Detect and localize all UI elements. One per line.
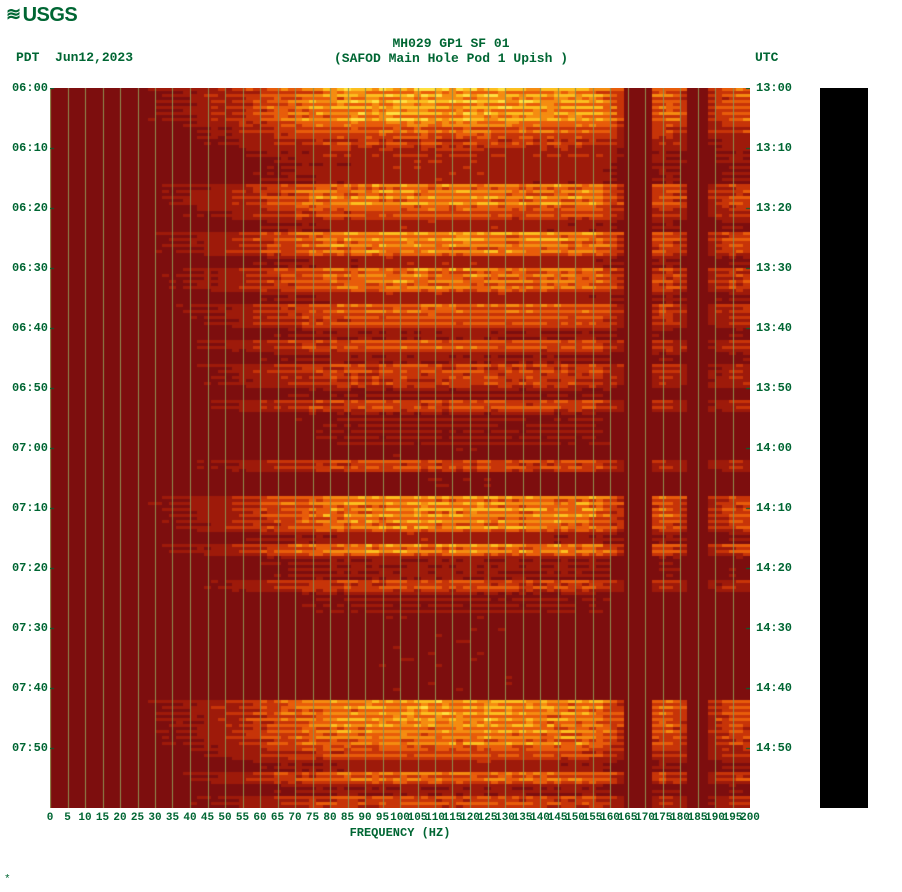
y-left-tick: 07:00 xyxy=(12,442,48,454)
y-left-tick: 06:20 xyxy=(12,202,48,214)
x-tick: 50 xyxy=(218,812,231,824)
y-left-tick: 06:30 xyxy=(12,262,48,274)
x-tick: 80 xyxy=(323,812,336,824)
x-tick: 15 xyxy=(96,812,109,824)
y-left-tick: 06:40 xyxy=(12,322,48,334)
y-right-tick: 13:50 xyxy=(756,382,792,394)
x-tick: 40 xyxy=(183,812,196,824)
x-tick: 45 xyxy=(201,812,214,824)
y-right-tick: 13:20 xyxy=(756,202,792,214)
y-axis-right-utc: 13:0013:1013:2013:3013:4013:5014:0014:10… xyxy=(756,88,800,808)
x-tick: 65 xyxy=(271,812,284,824)
y-right-tick: 14:30 xyxy=(756,622,792,634)
y-left-tick: 06:50 xyxy=(12,382,48,394)
x-tick: 75 xyxy=(306,812,319,824)
left-tz: PDT xyxy=(16,50,39,65)
y-left-tick: 07:50 xyxy=(12,742,48,754)
y-left-tick: 06:00 xyxy=(12,82,48,94)
left-timezone-date: PDT Jun12,2023 xyxy=(16,50,133,65)
y-right-tick: 14:00 xyxy=(756,442,792,454)
y-right-tick: 13:10 xyxy=(756,142,792,154)
usgs-logo-wave-icon: ≋ xyxy=(6,7,21,21)
x-tick: 20 xyxy=(113,812,126,824)
y-left-tick: 06:10 xyxy=(12,142,48,154)
usgs-logo-text: USGS xyxy=(23,4,78,26)
y-left-tick: 07:20 xyxy=(12,562,48,574)
right-timezone: UTC xyxy=(755,50,778,65)
spectrogram-plot xyxy=(50,88,750,808)
x-tick: 90 xyxy=(358,812,371,824)
x-tick: 55 xyxy=(236,812,249,824)
x-tick: 0 xyxy=(47,812,54,824)
y-axis-left-pdt: 06:0006:1006:2006:3006:4006:5007:0007:10… xyxy=(8,88,48,808)
date-label: Jun12,2023 xyxy=(55,50,133,65)
x-axis-title: FREQUENCY (HZ) xyxy=(50,826,750,840)
x-tick: 5 xyxy=(64,812,71,824)
colorbar xyxy=(820,88,868,808)
x-tick: 85 xyxy=(341,812,354,824)
x-tick: 200 xyxy=(740,812,760,824)
x-tick: 70 xyxy=(288,812,301,824)
x-tick: 10 xyxy=(78,812,91,824)
y-left-tick: 07:30 xyxy=(12,622,48,634)
title-line-1: MH029 GP1 SF 01 xyxy=(0,36,902,51)
y-right-tick: 14:20 xyxy=(756,562,792,574)
usgs-logo: ≋USGS xyxy=(6,4,77,27)
x-tick: 30 xyxy=(148,812,161,824)
x-tick: 35 xyxy=(166,812,179,824)
x-axis-tick-labels: 0510152025303540455055606570758085909510… xyxy=(50,812,750,826)
spectrogram-canvas xyxy=(50,88,750,808)
y-left-tick: 07:10 xyxy=(12,502,48,514)
y-left-tick: 07:40 xyxy=(12,682,48,694)
x-tick: 60 xyxy=(253,812,266,824)
x-tick: 25 xyxy=(131,812,144,824)
y-right-tick: 13:00 xyxy=(756,82,792,94)
footer-mark: * xyxy=(4,874,11,886)
y-right-tick: 14:40 xyxy=(756,682,792,694)
y-right-tick: 13:40 xyxy=(756,322,792,334)
x-tick: 95 xyxy=(376,812,389,824)
y-right-tick: 14:50 xyxy=(756,742,792,754)
y-right-tick: 14:10 xyxy=(756,502,792,514)
y-right-tick: 13:30 xyxy=(756,262,792,274)
